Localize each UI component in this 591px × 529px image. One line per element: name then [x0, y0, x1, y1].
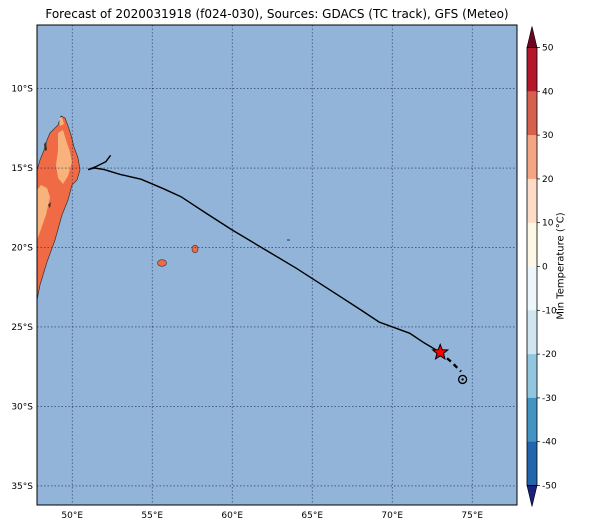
graticule [37, 25, 517, 505]
lat-tick-label: 25°S [11, 323, 33, 333]
colorbar-band [527, 91, 537, 136]
lat-tick-label: 10°S [11, 85, 33, 95]
mauritius-island [191, 244, 199, 254]
madagascar-landmass [37, 115, 81, 301]
lon-tick-label: 55°E [141, 511, 163, 521]
colorbar-tick-label: 40 [542, 87, 554, 97]
colorbar-band [527, 310, 537, 355]
colorbar-tick-label: 0 [542, 263, 548, 273]
current-position-star [431, 342, 450, 361]
colorbar-tick-label: -50 [542, 482, 557, 492]
lon-tick-label: 50°E [61, 511, 83, 521]
colorbar-tick-label: 30 [542, 131, 554, 141]
colorbar-extend-min [526, 485, 538, 507]
colorbar-band [527, 397, 537, 442]
lat-tick-label: 15°S [11, 164, 33, 174]
map-title: Forecast of 2020031918 (f024-030), Sourc… [45, 7, 509, 21]
track-past-line [88, 167, 441, 354]
colorbar-tick-label: -20 [542, 350, 557, 360]
colorbar-label: Min Temperature (°C) [555, 212, 567, 320]
colorbar-tick-label: 10 [542, 219, 554, 229]
colorbar-tick-label: -40 [542, 438, 557, 448]
colorbar-band [527, 266, 537, 311]
map-frame [36, 24, 518, 506]
lon-tick-label: 70°E [381, 511, 403, 521]
colorbar-tick-label: 20 [542, 175, 554, 185]
lat-tick-label: 35°S [11, 482, 33, 492]
colorbar-tick-label: 50 [542, 44, 554, 54]
colorbar-band [527, 47, 537, 92]
colorbar-band [527, 222, 537, 267]
colorbar-extend-max [526, 26, 538, 48]
colorbar-band [527, 354, 537, 399]
lon-tick-label: 75°E [461, 511, 483, 521]
lat-tick-label: 30°S [11, 402, 33, 412]
colorbar-band [527, 135, 537, 180]
forecast-position-marker [457, 374, 468, 385]
temperature-colorbar: 50 40 30 20 10 0 -10 -20 -30 -40 -50 [526, 26, 557, 507]
forecast-position-dot [461, 378, 464, 381]
axis-ticks: 50°E 55°E 60°E 65°E 70°E 75°E 10°S 15°S 20°S 25°S… [11, 85, 483, 521]
ocean-background [37, 25, 517, 505]
lat-tick-label: 20°S [11, 244, 33, 254]
lon-tick-label: 60°E [221, 511, 243, 521]
map-panel[interactable] [36, 24, 518, 506]
reunion-island [157, 259, 167, 267]
cyclone-track [87, 154, 468, 385]
colorbar-tick-label: -10 [542, 306, 557, 316]
colorbar-band [527, 178, 537, 223]
lon-tick-label: 65°E [301, 511, 323, 521]
colorbar-tick-label: -30 [542, 394, 557, 404]
colorbar-band [527, 441, 537, 486]
